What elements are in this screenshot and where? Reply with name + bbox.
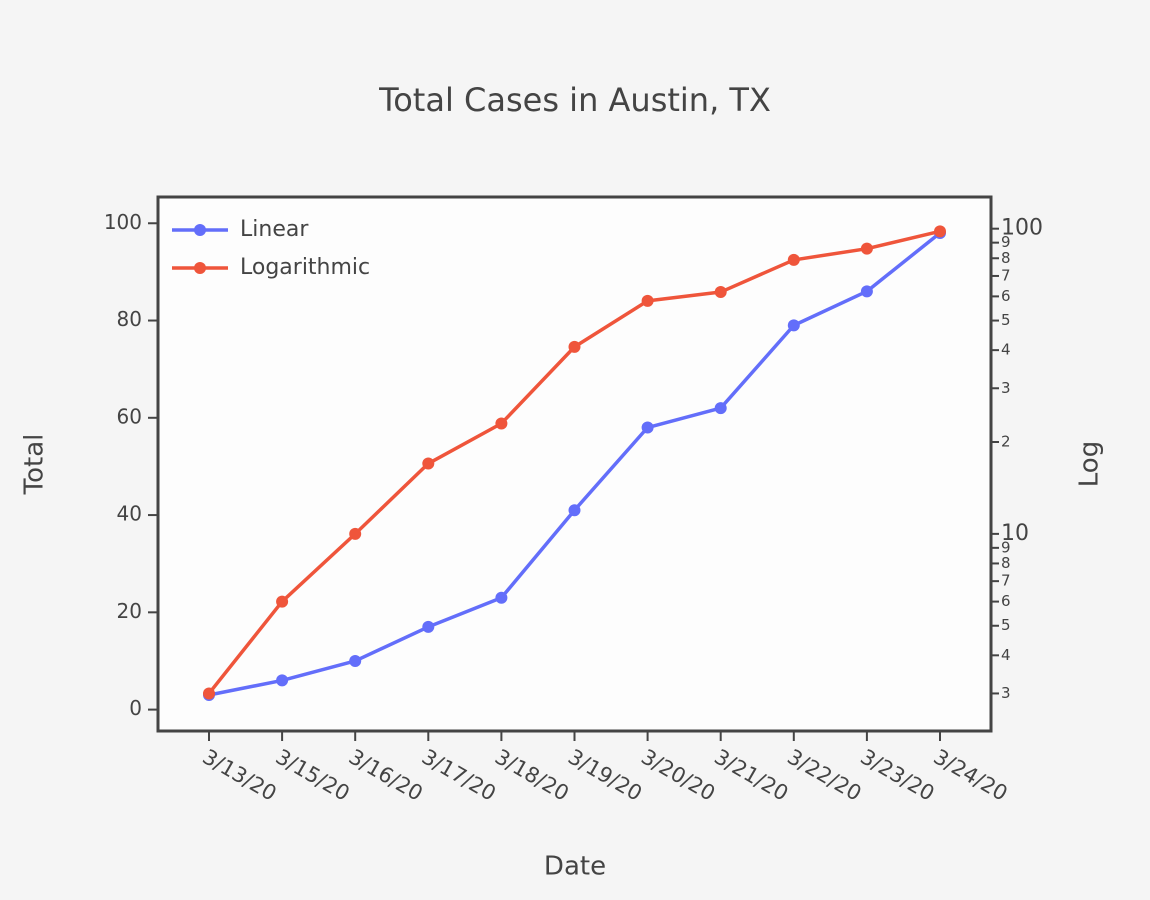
y2-tick-label: 6 (1001, 287, 1011, 305)
y2-tick-label: 9 (1001, 233, 1011, 251)
point (787, 253, 800, 266)
point (934, 225, 946, 238)
y-tick-label: 100 (104, 210, 142, 234)
point (495, 591, 508, 604)
y-tick-label: 20 (117, 599, 142, 623)
y-tick-label: 60 (117, 404, 142, 428)
point (714, 402, 727, 415)
point (787, 319, 800, 332)
point (568, 504, 581, 517)
y2-tick-label: 5 (1001, 616, 1011, 634)
y2-tick-label: 8 (1001, 249, 1011, 267)
point (495, 417, 508, 430)
y2-tick-label: 8 (1001, 554, 1011, 572)
y-tick-label: 0 (129, 696, 142, 720)
y2-tick-label: 100 (1001, 216, 1043, 241)
x-axis-title: Date (544, 852, 606, 882)
y2-tick-label: 9 (1001, 538, 1011, 556)
y-axis-title: Total (20, 434, 50, 496)
y-tick-label: 80 (117, 307, 142, 331)
y2-tick-label: 3 (1001, 379, 1011, 397)
point (422, 457, 435, 470)
y2-tick-label: 3 (1001, 684, 1011, 702)
chart-title: Total Cases in Austin, TX (378, 81, 771, 119)
point (349, 527, 362, 540)
legend-label: Linear (240, 217, 309, 242)
y2-tick-label: 7 (1001, 572, 1011, 590)
legend-marker (194, 224, 206, 236)
point (714, 286, 727, 299)
point (641, 294, 654, 307)
y2-axis-title: Log (1075, 441, 1105, 487)
y2-tick-label: 7 (1001, 266, 1011, 284)
y2-tick-label: 2 (1001, 433, 1011, 451)
y2-tick-label: 6 (1001, 592, 1011, 610)
point (276, 674, 289, 687)
point (568, 340, 581, 353)
y2-tick-label: 10 (1001, 521, 1029, 546)
legend-label: Logarithmic (240, 255, 370, 280)
point (641, 421, 654, 434)
y2-tick-label: 5 (1001, 311, 1011, 329)
point (860, 285, 873, 298)
y-tick-label: 40 (117, 502, 142, 526)
y2-tick-label: 4 (1001, 646, 1011, 664)
point (422, 620, 435, 633)
legend-marker (194, 262, 206, 274)
point (860, 242, 873, 255)
point (203, 687, 215, 700)
point (276, 595, 289, 608)
y2-tick-label: 4 (1001, 341, 1011, 359)
plot-area (156, 195, 993, 733)
point (349, 654, 362, 667)
